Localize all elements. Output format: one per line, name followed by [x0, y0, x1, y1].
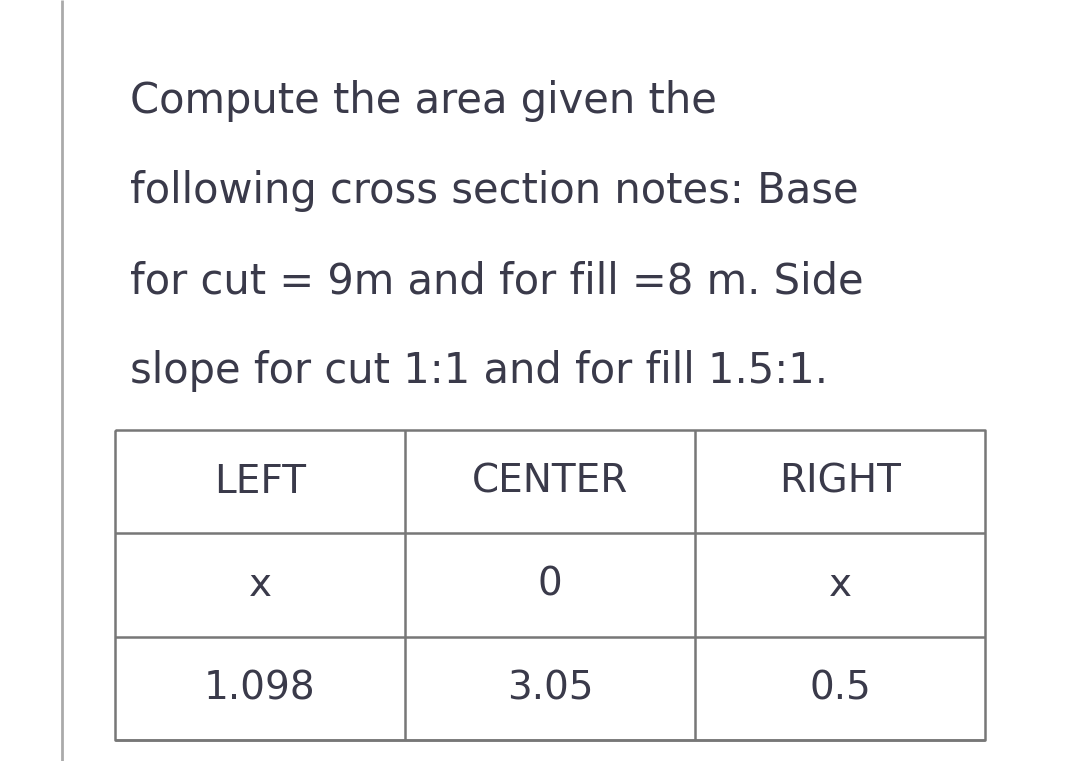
- Text: 0.5: 0.5: [809, 670, 870, 707]
- Text: 1.098: 1.098: [204, 670, 315, 707]
- Text: 3.05: 3.05: [507, 670, 593, 707]
- Text: following cross section notes: Base: following cross section notes: Base: [130, 170, 859, 212]
- Text: Compute the area given the: Compute the area given the: [130, 80, 717, 122]
- Text: RIGHT: RIGHT: [779, 463, 901, 501]
- Text: 0: 0: [538, 566, 563, 604]
- Text: LEFT: LEFT: [214, 463, 306, 501]
- Text: x: x: [828, 566, 851, 604]
- Text: x: x: [248, 566, 271, 604]
- Text: slope for cut 1:1 and for fill 1.5:1.: slope for cut 1:1 and for fill 1.5:1.: [130, 350, 828, 392]
- Text: CENTER: CENTER: [472, 463, 629, 501]
- Text: for cut = 9m and for fill =8 m. Side: for cut = 9m and for fill =8 m. Side: [130, 260, 864, 302]
